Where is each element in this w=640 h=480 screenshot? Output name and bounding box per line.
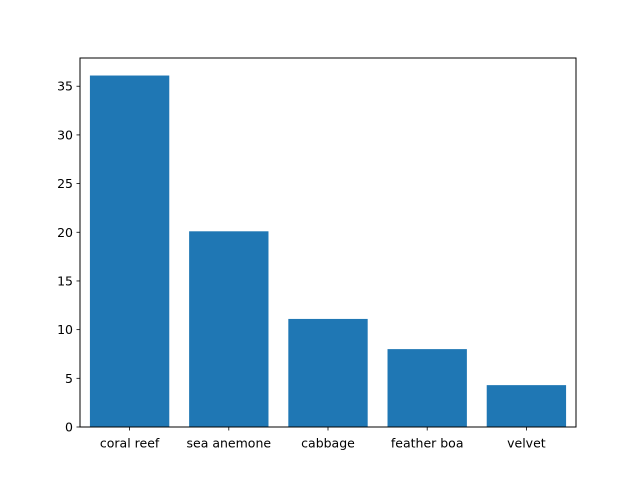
- bar-sea-anemone: [189, 231, 269, 427]
- bar-coral-reef: [89, 75, 170, 428]
- y-tick-label: 25: [57, 176, 73, 191]
- y-tick-label: 10: [57, 322, 73, 337]
- bar-velvet: [486, 385, 567, 427]
- y-tick-label: 20: [57, 225, 73, 240]
- plot-frame: [79, 57, 577, 428]
- bar-cabbage: [288, 318, 368, 427]
- x-tick-label: feather boa: [391, 436, 464, 451]
- x-tick-label: coral reef: [100, 436, 160, 451]
- x-axis: coral reef sea anemone cabbage feather boa v…: [100, 427, 546, 451]
- x-tick-label: velvet: [507, 436, 546, 451]
- y-tick-label: 15: [57, 273, 73, 288]
- y-tick-label: 0: [65, 420, 73, 435]
- y-tick-label: 5: [65, 371, 73, 386]
- y-tick-label: 35: [57, 79, 73, 94]
- x-tick-label: sea anemone: [187, 436, 272, 451]
- y-tick-label: 30: [57, 127, 73, 142]
- bars-group: [89, 75, 567, 428]
- y-axis: 0 5 10 15 20 25 30 35: [57, 79, 80, 435]
- x-tick-label: cabbage: [301, 436, 355, 451]
- bar-feather-boa: [387, 349, 467, 427]
